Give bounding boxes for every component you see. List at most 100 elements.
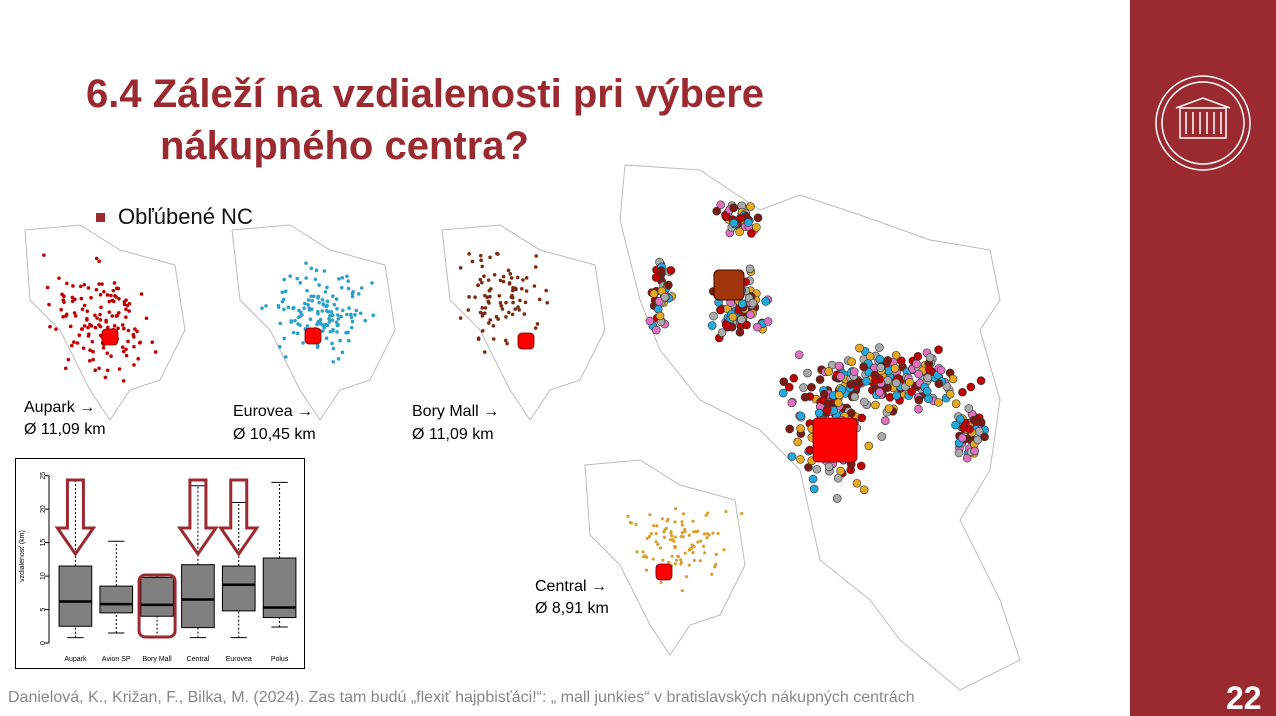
map-dot (524, 276, 529, 280)
map-dot (324, 309, 329, 313)
map-dot (651, 557, 655, 561)
map-dot (809, 484, 819, 494)
map-dot (112, 323, 117, 328)
map-dot (709, 311, 718, 321)
map-dot (280, 290, 285, 295)
map-dot (524, 289, 529, 293)
map-dot (492, 272, 497, 277)
map-dot (958, 433, 967, 443)
map-dot (721, 320, 731, 330)
map-dot (278, 344, 282, 349)
map-dot (673, 535, 677, 539)
map-label: Aupark → (24, 399, 96, 416)
map-dot (57, 276, 61, 280)
map-dot (301, 341, 305, 345)
map-dot (793, 437, 803, 447)
map-dot (64, 312, 69, 317)
map-dot (335, 323, 340, 328)
map-dot (338, 338, 342, 343)
mall-marker (101, 328, 119, 346)
map-dot (90, 339, 95, 344)
map-dot (349, 315, 354, 319)
map-dot (298, 323, 302, 327)
map-dot (122, 326, 126, 331)
map-dot (513, 286, 518, 291)
map-dot (317, 300, 321, 305)
map-dot (784, 382, 794, 392)
map-dot (308, 317, 313, 321)
map-dot (320, 298, 325, 302)
map-dot (737, 315, 746, 325)
map-dot (670, 533, 674, 538)
map-dot (107, 310, 112, 314)
y-tick-label: 25 (40, 472, 47, 480)
map-dot (86, 334, 91, 338)
map-dot (103, 375, 108, 380)
map-dot (88, 348, 92, 352)
map-dot (713, 565, 717, 569)
map-dot (509, 295, 514, 300)
map-dot (976, 376, 986, 385)
map-distance: Ø 10,45 km (233, 426, 316, 443)
map-dot (324, 336, 329, 341)
map-dot (73, 297, 77, 302)
map-dot (655, 524, 659, 528)
map-dot (86, 325, 90, 330)
map-dot (91, 349, 95, 354)
map-dot (752, 222, 761, 232)
map-dot (339, 314, 343, 319)
box (221, 565, 256, 612)
map-dot (501, 279, 506, 284)
map-dot (99, 305, 103, 310)
map-dot (89, 324, 94, 328)
map-dot (282, 336, 287, 341)
map-dot (533, 265, 538, 269)
y-axis-label: vzdialenosť (km) (19, 530, 26, 582)
map-dot (523, 300, 528, 305)
map-dot (98, 312, 102, 317)
map-dot (353, 313, 357, 317)
map-dot (504, 300, 508, 305)
map-dot (934, 398, 943, 407)
map-dot (544, 288, 549, 293)
map-dot (315, 322, 319, 327)
map-dot (717, 328, 727, 337)
map-dot (787, 452, 797, 461)
map-dot (669, 531, 673, 535)
y-tick-label: 20 (40, 505, 47, 513)
map-dot (316, 311, 320, 316)
map-dot (705, 536, 709, 540)
map-dot (112, 281, 117, 285)
map-dot (328, 329, 333, 334)
map-dot (133, 327, 137, 331)
map-dot (359, 286, 364, 290)
map-dot (330, 313, 335, 318)
map-dot (61, 315, 65, 319)
map-dot (905, 377, 914, 387)
map-dot (787, 398, 797, 408)
map-dot (519, 286, 524, 291)
map-dot (814, 408, 824, 418)
mall-marker (713, 269, 745, 301)
map-dot (522, 312, 527, 316)
map-dot (660, 517, 664, 521)
map-dot (331, 294, 335, 298)
map-dot (661, 558, 665, 562)
map-dot (881, 416, 890, 425)
mall-marker (655, 563, 673, 581)
map-dot (458, 266, 463, 270)
map-dot (109, 293, 113, 298)
y-tick-label: 5 (40, 607, 47, 611)
map-dot (476, 283, 480, 287)
map-dot (687, 548, 691, 552)
map-dot (276, 305, 281, 309)
map-dot (965, 424, 974, 434)
map-dot (518, 298, 522, 303)
map-dot (862, 376, 871, 386)
map-dot (54, 327, 58, 331)
map-dot (779, 377, 789, 386)
map-dot (500, 307, 505, 311)
map-dot (716, 305, 725, 315)
map-dot (336, 357, 341, 361)
